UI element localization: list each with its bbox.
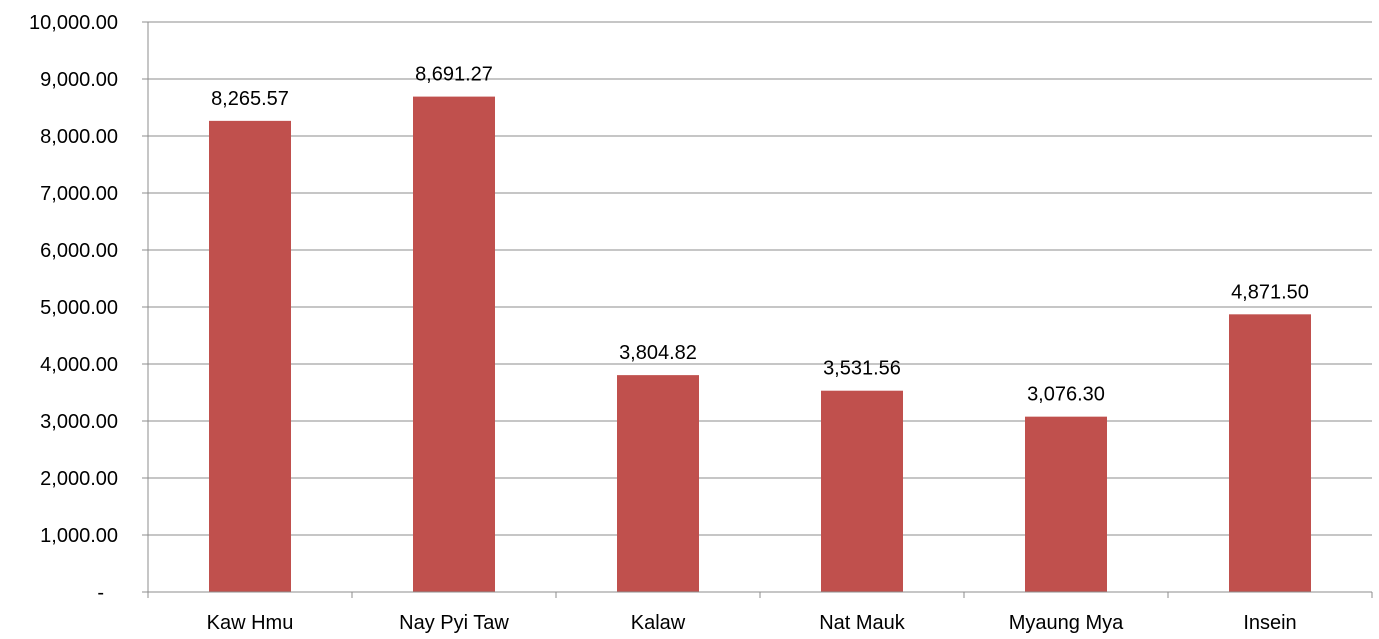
y-tick-label: - — [97, 582, 104, 604]
y-tick-label: 5,000.00 — [40, 297, 118, 319]
category-label: Nay Pyi Taw — [399, 612, 509, 634]
data-label: 3,531.56 — [823, 358, 901, 380]
y-tick-label: 3,000.00 — [40, 411, 118, 433]
category-label: Kalaw — [631, 612, 686, 634]
category-label: Kaw Hmu — [207, 612, 294, 634]
y-tick-label: 8,000.00 — [40, 126, 118, 148]
y-tick-label: 6,000.00 — [40, 240, 118, 262]
bar-series — [209, 97, 1311, 592]
data-label: 8,691.27 — [415, 64, 493, 86]
category-labels: Kaw Hmu Nay Pyi Taw Kalaw Nat Mauk Myaung My… — [207, 612, 1297, 634]
bar — [413, 97, 495, 592]
y-tick-label: 2,000.00 — [40, 468, 118, 490]
category-label: Nat Mauk — [819, 612, 906, 634]
y-axis-tick-labels: - 1,000.00 2,000.00 3,000.00 4,000.00 5,000.0… — [29, 12, 118, 604]
y-tick-label: 1,000.00 — [40, 525, 118, 547]
data-labels: 8,265.57 8,691.27 3,804.82 3,531.56 3,076.30… — [211, 64, 1309, 406]
y-tick-label: 4,000.00 — [40, 354, 118, 376]
bar — [1229, 314, 1311, 592]
bar — [617, 375, 699, 592]
bar — [821, 391, 903, 592]
data-label: 8,265.57 — [211, 88, 289, 110]
data-label: 4,871.50 — [1231, 281, 1309, 303]
y-tick-label: 10,000.00 — [29, 12, 118, 34]
y-tick-label: 9,000.00 — [40, 69, 118, 91]
category-label: Insein — [1243, 612, 1296, 634]
data-label: 3,804.82 — [619, 342, 697, 364]
y-tick-label: 7,000.00 — [40, 183, 118, 205]
bar — [209, 121, 291, 592]
category-label: Myaung Mya — [1009, 612, 1124, 634]
gridlines — [148, 22, 1372, 535]
axes — [142, 22, 1372, 598]
data-label: 3,076.30 — [1027, 384, 1105, 406]
bar — [1025, 417, 1107, 592]
